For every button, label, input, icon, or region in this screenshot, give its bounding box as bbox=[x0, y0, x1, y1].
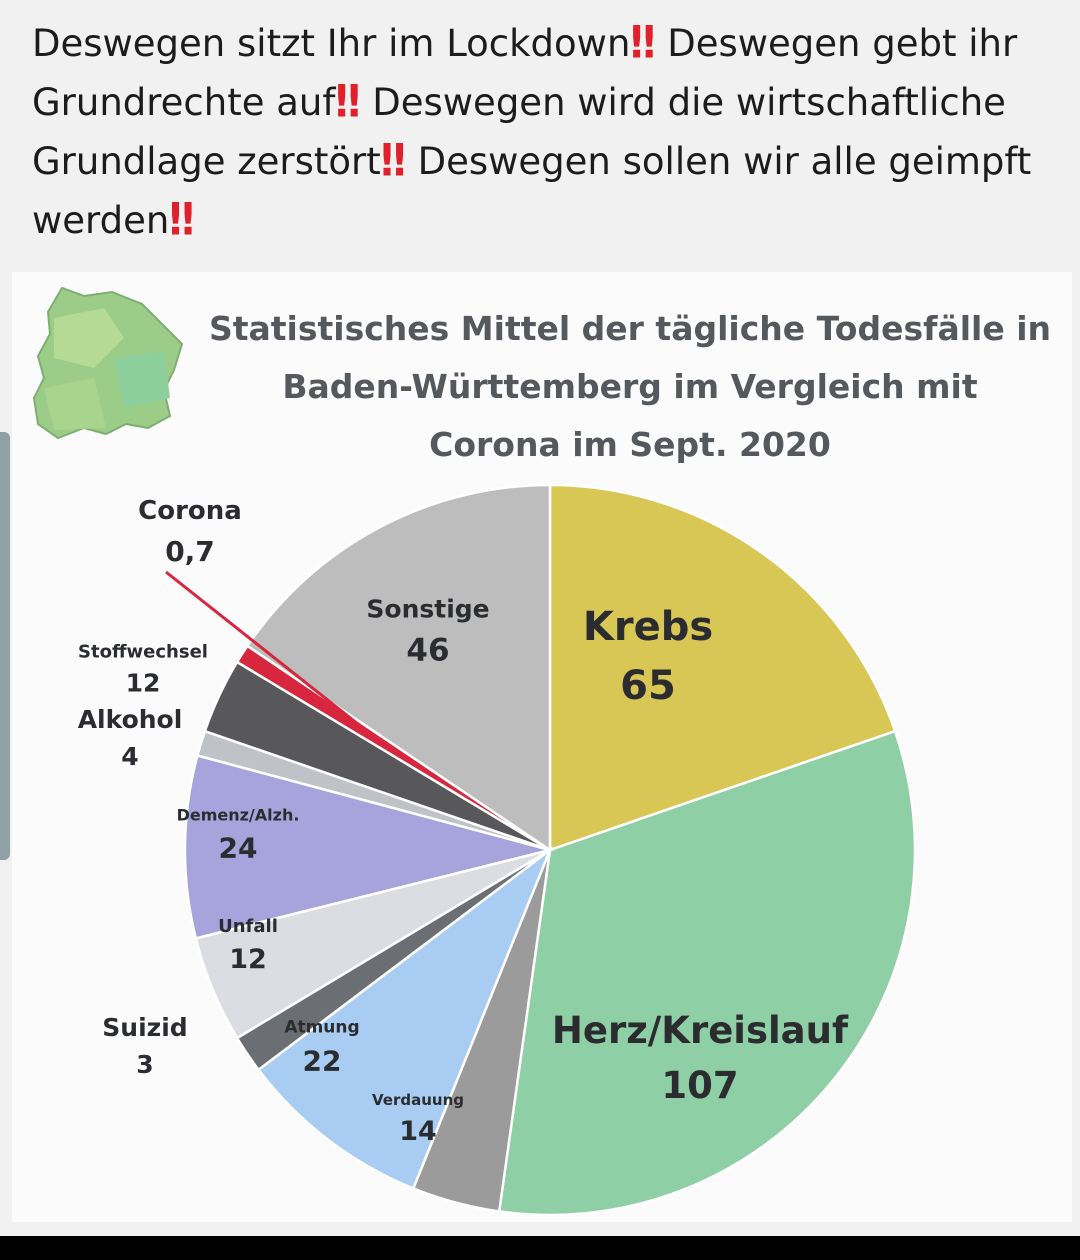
slice-name: Suizid bbox=[102, 1013, 188, 1042]
slice-label-0: Krebs 65 bbox=[583, 597, 713, 715]
slice-name: Corona bbox=[138, 496, 242, 526]
slice-name: Atmung bbox=[284, 1017, 360, 1038]
slice-label-9: Corona 0,7 bbox=[138, 492, 242, 572]
slice-label-8: Stoffwechsel 12 bbox=[78, 639, 208, 702]
chart-title-line: Baden-Württemberg im Vergleich mit bbox=[282, 367, 978, 406]
post-text-segment: Deswegen wird die wirtschaftliche Grundl… bbox=[32, 81, 1006, 183]
pie-slice-10 bbox=[245, 483, 552, 853]
slice-value: 12 bbox=[229, 944, 267, 975]
slice-name: Herz/Kreislauf bbox=[551, 1009, 849, 1052]
scroll-edge-handle[interactable] bbox=[0, 432, 10, 860]
navigation-bar bbox=[0, 1236, 1080, 1260]
slice-name: Krebs bbox=[582, 604, 714, 650]
slice-label-4: Suizid 3 bbox=[102, 1009, 187, 1083]
slice-value: 22 bbox=[302, 1044, 342, 1078]
slice-value: 46 bbox=[406, 632, 450, 669]
pie-slice-3 bbox=[256, 846, 553, 1191]
slice-label-6: Demenz/Alzh. 24 bbox=[177, 804, 300, 869]
slice-label-10: Sonstige 46 bbox=[366, 591, 489, 674]
slice-value: 12 bbox=[125, 668, 161, 698]
slice-value: 107 bbox=[661, 1064, 739, 1107]
post-text-segment: Deswegen gebt ihr Grundrechte auf bbox=[32, 22, 1018, 124]
slice-name: Demenz/Alzh. bbox=[176, 805, 300, 825]
slice-value: 24 bbox=[218, 831, 258, 865]
slice-value: 14 bbox=[399, 1116, 437, 1147]
slice-name: Sonstige bbox=[366, 594, 490, 624]
slice-value: 4 bbox=[121, 742, 139, 771]
post-text-segment: Deswegen sitzt Ihr im Lockdown bbox=[32, 22, 631, 65]
slice-label-7: Alkohol 4 bbox=[78, 701, 183, 775]
chart-title-line: Statistisches Mittel der tägliche Todesf… bbox=[208, 309, 1052, 348]
pie-slice-6 bbox=[183, 753, 555, 940]
baden-wuerttemberg-map-icon bbox=[32, 286, 184, 440]
slice-value: 0,7 bbox=[165, 535, 215, 568]
slice-name: Unfall bbox=[218, 916, 278, 937]
pie-slice-1 bbox=[497, 729, 917, 1217]
slice-name: Stoffwechsel bbox=[78, 641, 208, 663]
slice-value: 3 bbox=[136, 1050, 154, 1079]
post-text-segment: Deswegen sollen wir alle geimpft werden bbox=[32, 140, 1032, 242]
slice-label-5: Unfall 12 bbox=[218, 913, 278, 979]
corona-leader-line bbox=[165, 570, 382, 744]
post-text: Deswegen sitzt Ihr im Lockdown‼ Deswegen… bbox=[32, 14, 1042, 250]
slice-name: Verdauung bbox=[372, 1091, 464, 1109]
chart-title: Statistisches Mittel der tägliche Todesf… bbox=[200, 300, 1060, 474]
slice-label-1: Herz/Kreislauf 107 bbox=[552, 1003, 848, 1113]
chart-title-line: Corona im Sept. 2020 bbox=[429, 425, 831, 464]
slice-name: Alkohol bbox=[77, 705, 183, 734]
slice-label-3: Atmung 22 bbox=[284, 1015, 359, 1082]
slice-value: 65 bbox=[620, 663, 676, 709]
slice-label-2: Verdauung 14 bbox=[372, 1089, 464, 1151]
pie-slice-0 bbox=[548, 483, 897, 852]
